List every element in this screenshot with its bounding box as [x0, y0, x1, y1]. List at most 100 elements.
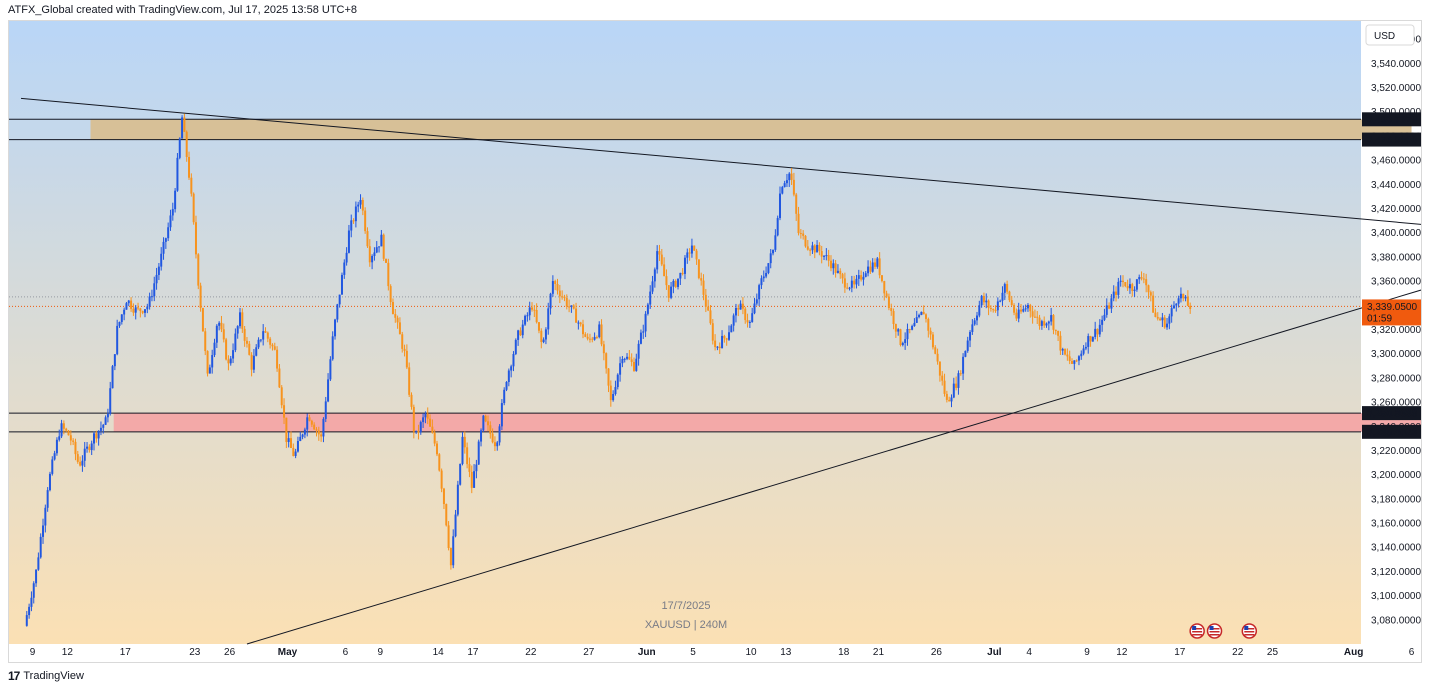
candle-down	[746, 320, 749, 323]
candle-up	[102, 424, 105, 428]
candle-down	[317, 430, 320, 435]
candle-down	[95, 433, 98, 439]
candle-down	[188, 157, 191, 178]
candle-up	[340, 274, 343, 295]
candle-down	[220, 322, 223, 330]
candle-down	[449, 548, 452, 566]
x-tick-label: 27	[583, 647, 595, 658]
candle-up	[677, 278, 680, 287]
candle-down	[894, 324, 897, 332]
candle-down	[1186, 296, 1189, 306]
candle-up	[1047, 321, 1050, 324]
candle-up	[1087, 336, 1090, 347]
candle-down	[269, 338, 272, 345]
candle-up	[350, 220, 353, 231]
candle-down	[607, 368, 610, 386]
candle-up	[213, 342, 216, 356]
candle-down	[1071, 361, 1074, 364]
y-tick-label: 3,220.0000	[1371, 446, 1421, 457]
y-tick-label: 3,140.0000	[1371, 543, 1421, 554]
candle-up	[461, 436, 464, 464]
currency-badge[interactable]: USD	[1365, 24, 1415, 46]
candle-up	[424, 413, 427, 418]
candle-down	[704, 294, 707, 307]
candle-up	[480, 430, 483, 442]
candle-down	[802, 233, 805, 236]
candle-up	[911, 326, 914, 330]
time-axis-area[interactable]	[9, 644, 1422, 663]
candle-down	[280, 387, 283, 406]
candle-up	[526, 315, 529, 317]
candle-down	[609, 385, 612, 401]
candle-down	[1038, 317, 1041, 326]
y-tick-label: 3,540.0000	[1371, 59, 1421, 70]
candle-up	[811, 245, 814, 251]
candle-down	[1089, 336, 1092, 342]
candle-down	[1033, 316, 1036, 318]
candle-up	[644, 313, 647, 332]
support-zone	[113, 413, 1421, 432]
candle-up	[952, 383, 955, 398]
candle-down	[982, 295, 985, 303]
candle-up	[848, 287, 851, 289]
candle-down	[1189, 305, 1192, 309]
candle-up	[1001, 292, 1004, 301]
candle-down	[695, 250, 698, 260]
x-tick-label: 14	[433, 647, 445, 658]
candle-up	[255, 347, 258, 356]
candle-up	[93, 433, 96, 444]
candle-up	[1105, 305, 1108, 315]
candle-down	[834, 263, 837, 273]
candle-down	[681, 272, 684, 274]
candle-down	[987, 300, 990, 308]
candle-up	[651, 281, 654, 292]
candle-up	[832, 263, 835, 269]
us-event-flag-2[interactable]	[1206, 623, 1223, 639]
candle-down	[1008, 291, 1011, 301]
candle-up	[871, 262, 874, 272]
candle-down	[243, 328, 246, 341]
candle-down	[989, 307, 992, 310]
candle-up	[239, 312, 242, 327]
candle-down	[445, 504, 448, 526]
price-chart[interactable]: 17/7/2025 XAUUSD | 240M 3,080.0000 3,100.…	[9, 21, 1422, 663]
candle-up	[208, 367, 211, 374]
candle-up	[971, 324, 974, 332]
candle-up	[167, 227, 170, 239]
x-tick-label: 9	[1084, 647, 1090, 658]
candle-up	[118, 321, 121, 326]
candle-up	[236, 326, 239, 334]
candle-up	[257, 339, 260, 348]
candle-up	[46, 490, 49, 508]
candle-down	[391, 302, 394, 315]
flag-stripe	[1244, 628, 1255, 630]
candle-down	[1057, 330, 1060, 336]
chart-frame[interactable]: 17/7/2025 XAUUSD | 240M 3,080.0000 3,100.…	[8, 20, 1422, 663]
candle-up	[855, 278, 858, 285]
y-tick-label: 3,180.0000	[1371, 494, 1421, 505]
candle-up	[721, 335, 724, 349]
candle-down	[869, 266, 872, 272]
candle-up	[1172, 305, 1175, 309]
candle-up	[336, 304, 339, 320]
candle-down	[737, 307, 740, 310]
resistance-top-badge-label: 3,493.7379	[1367, 115, 1417, 126]
candle-up	[322, 418, 325, 437]
us-event-flag-3[interactable]	[1241, 623, 1258, 639]
candle-up	[753, 303, 756, 314]
candle-up	[58, 436, 61, 440]
candle-down	[1131, 284, 1134, 291]
candle-down	[790, 173, 793, 180]
us-event-flag-1[interactable]	[1189, 623, 1205, 639]
candle-down	[537, 322, 540, 331]
candle-down	[533, 309, 536, 311]
candle-down	[665, 276, 668, 286]
candle-up	[614, 387, 617, 395]
candle-up	[503, 389, 506, 404]
candle-down	[818, 244, 821, 252]
candle-up	[748, 322, 751, 324]
candle-up	[969, 331, 972, 341]
candle-up	[524, 315, 527, 325]
footer-brand: TradingView	[23, 670, 84, 682]
candle-down	[197, 254, 200, 286]
